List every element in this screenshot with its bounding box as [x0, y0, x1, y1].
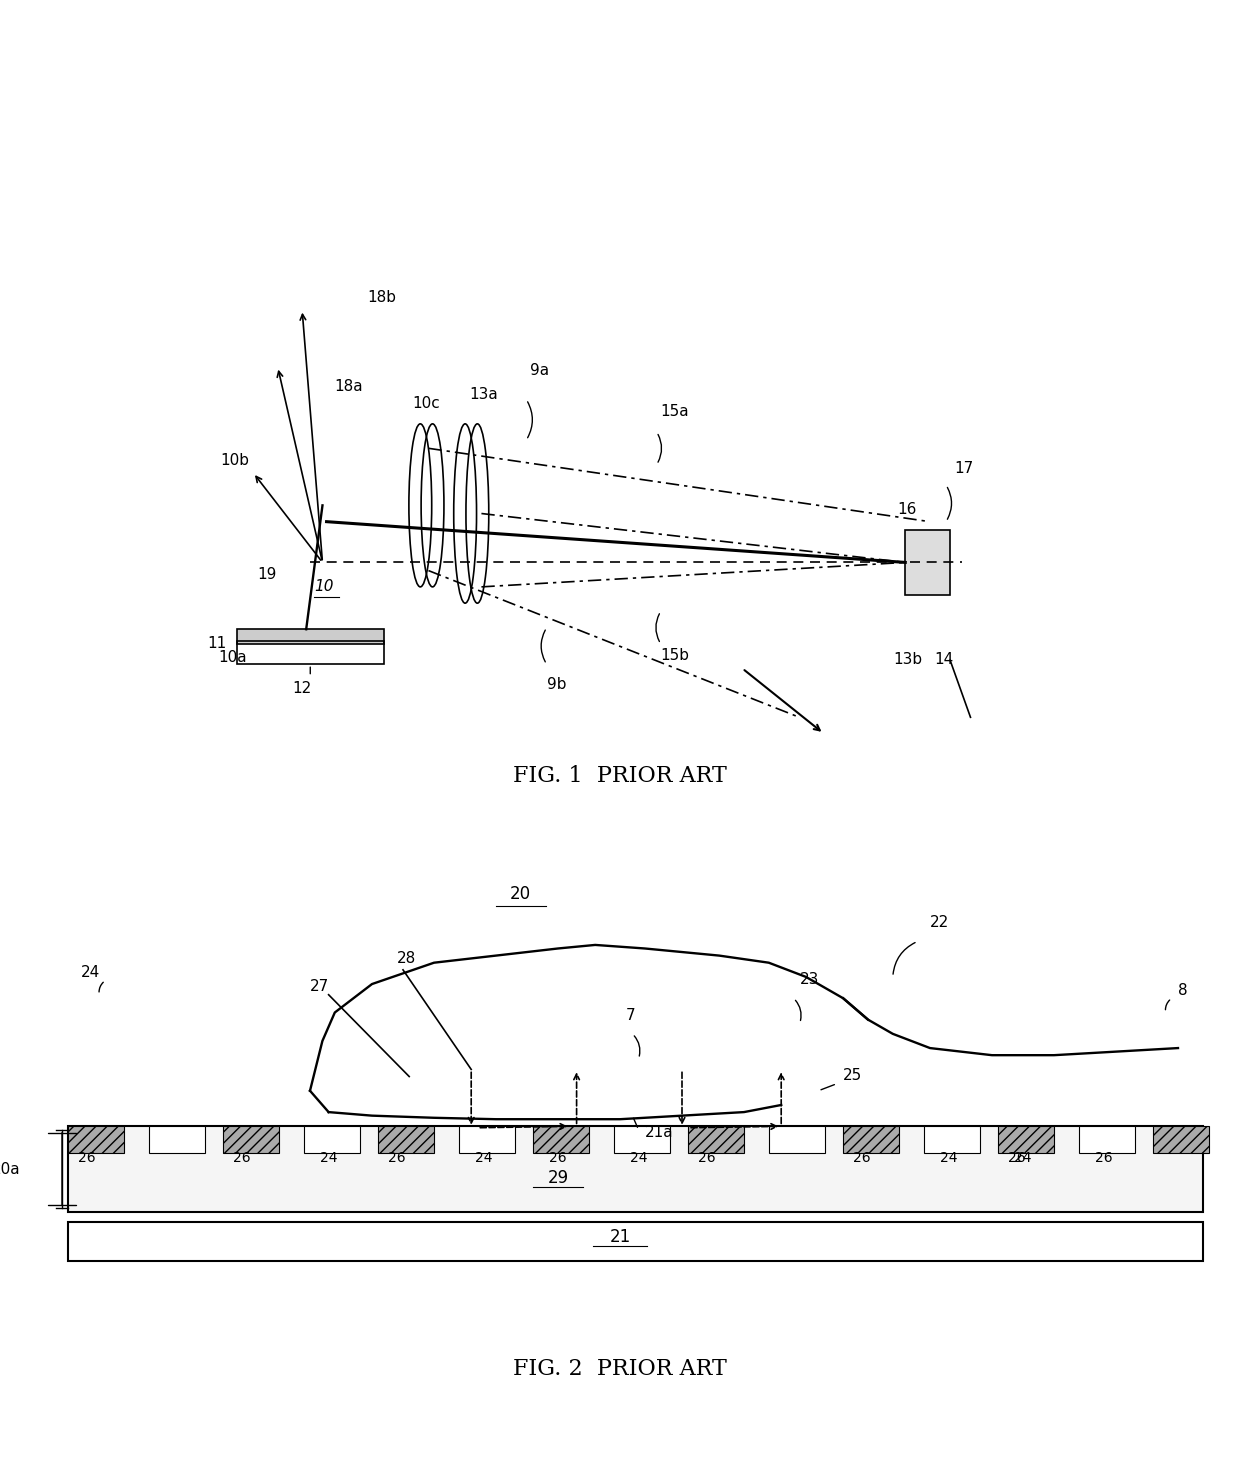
Text: 11: 11 [207, 636, 226, 651]
Text: 16: 16 [897, 501, 916, 517]
Bar [459, 1126, 515, 1153]
Text: FIG. 1  PRIOR ART: FIG. 1 PRIOR ART [513, 766, 727, 787]
Text: 10b: 10b [221, 452, 249, 468]
Text: 21: 21 [609, 1227, 631, 1245]
Text: 19: 19 [257, 566, 277, 582]
Text: 9b: 9b [547, 677, 567, 692]
Text: 24: 24 [81, 965, 100, 980]
Bar [68, 1223, 1203, 1261]
Bar [304, 1126, 360, 1153]
Text: 13b: 13b [893, 652, 923, 667]
Bar [223, 1126, 279, 1153]
Bar [843, 1126, 899, 1153]
Text: 10c: 10c [412, 396, 440, 411]
Text: 28: 28 [397, 951, 417, 966]
Text: 22: 22 [930, 916, 950, 931]
Text: 24: 24 [475, 1152, 492, 1165]
Text: 17: 17 [955, 461, 973, 476]
Bar [924, 1126, 980, 1153]
Text: 26: 26 [1008, 1152, 1025, 1165]
Text: 18a: 18a [335, 379, 363, 394]
Text: 14: 14 [934, 652, 954, 667]
Bar [1079, 1126, 1135, 1153]
Text: 24: 24 [320, 1152, 337, 1165]
Text: 26: 26 [853, 1152, 870, 1165]
Bar [533, 1126, 589, 1153]
Text: 7: 7 [626, 1008, 636, 1023]
Text: 13a: 13a [469, 387, 498, 403]
Text: 26: 26 [388, 1152, 405, 1165]
Bar [1153, 1126, 1209, 1153]
Text: 24: 24 [940, 1152, 957, 1165]
Text: 8: 8 [1178, 983, 1188, 997]
Text: 21a: 21a [645, 1125, 673, 1140]
Text: 26: 26 [78, 1152, 95, 1165]
Bar [237, 642, 383, 664]
Text: FIG. 2  PRIOR ART: FIG. 2 PRIOR ART [513, 1359, 727, 1380]
Text: 24: 24 [630, 1152, 647, 1165]
Bar [905, 531, 950, 596]
Bar [688, 1126, 744, 1153]
Bar [237, 630, 383, 643]
Bar [149, 1126, 205, 1153]
Text: 27: 27 [310, 980, 330, 994]
Text: 15b: 15b [661, 648, 689, 664]
Bar [68, 1126, 1203, 1212]
Text: 26: 26 [549, 1152, 567, 1165]
Text: 26: 26 [698, 1152, 715, 1165]
Bar [378, 1126, 434, 1153]
Text: 25: 25 [843, 1069, 863, 1083]
Text: 26: 26 [233, 1152, 250, 1165]
Bar [68, 1126, 124, 1153]
Bar [998, 1126, 1054, 1153]
Text: 20: 20 [510, 885, 532, 903]
Text: 12: 12 [293, 680, 311, 697]
Bar [614, 1126, 670, 1153]
Text: 10a: 10a [218, 651, 247, 665]
Text: 23: 23 [800, 972, 820, 987]
Text: 26: 26 [1095, 1152, 1112, 1165]
Text: 9a: 9a [531, 363, 549, 378]
Text: 29: 29 [547, 1169, 569, 1187]
Text: 18b: 18b [367, 289, 397, 305]
Text: 10: 10 [314, 579, 334, 594]
Text: 15a: 15a [661, 403, 689, 419]
Text: 24: 24 [1014, 1152, 1032, 1165]
Bar [769, 1126, 825, 1153]
Text: 20a: 20a [0, 1162, 21, 1177]
